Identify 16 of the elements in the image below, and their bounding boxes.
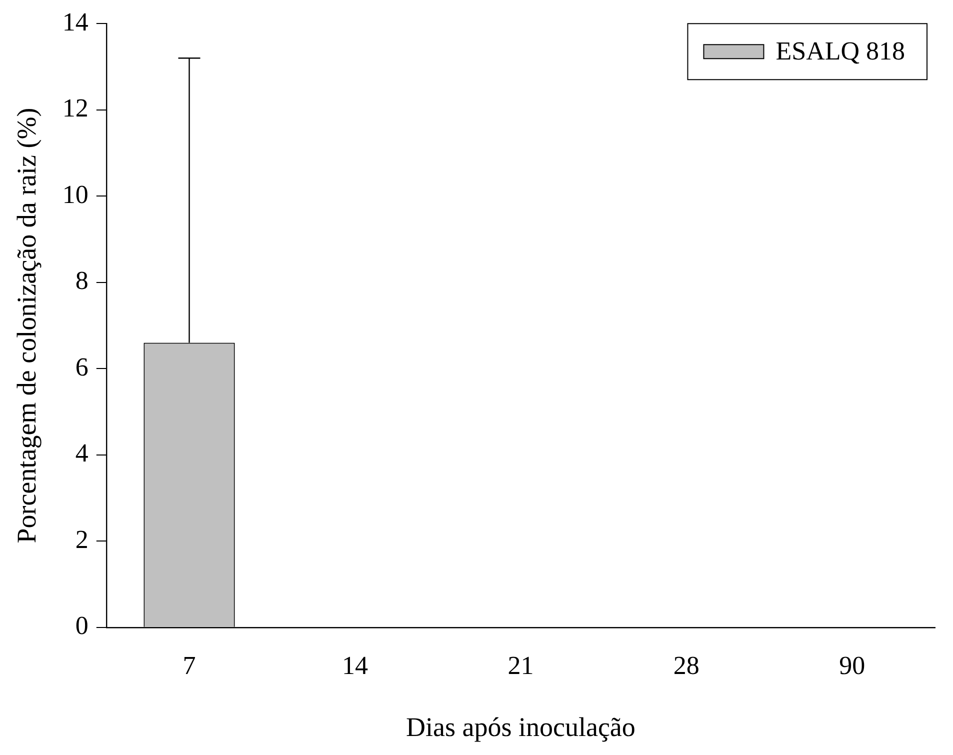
y-tick-label: 6 (75, 352, 88, 382)
x-axis-title: Dias após inoculação (406, 712, 636, 742)
y-tick-label: 2 (75, 524, 88, 554)
x-tick-label: 28 (673, 650, 700, 680)
y-axis-title: Porcentagem de colonização da raiz (%) (11, 108, 42, 544)
y-tick-label: 0 (75, 611, 88, 640)
x-tick-label: 7 (182, 650, 196, 680)
legend-label: ESALQ 818 (776, 36, 906, 66)
x-tick-label: 90 (839, 650, 866, 680)
y-tick-label: 14 (62, 7, 88, 36)
x-tick-label: 21 (508, 650, 534, 680)
y-tick-label: 10 (62, 180, 88, 209)
x-tick-label: 14 (342, 650, 368, 680)
y-tick-label: 4 (75, 438, 88, 468)
y-tick-label: 8 (75, 266, 88, 296)
y-tick-label: 12 (62, 94, 88, 123)
